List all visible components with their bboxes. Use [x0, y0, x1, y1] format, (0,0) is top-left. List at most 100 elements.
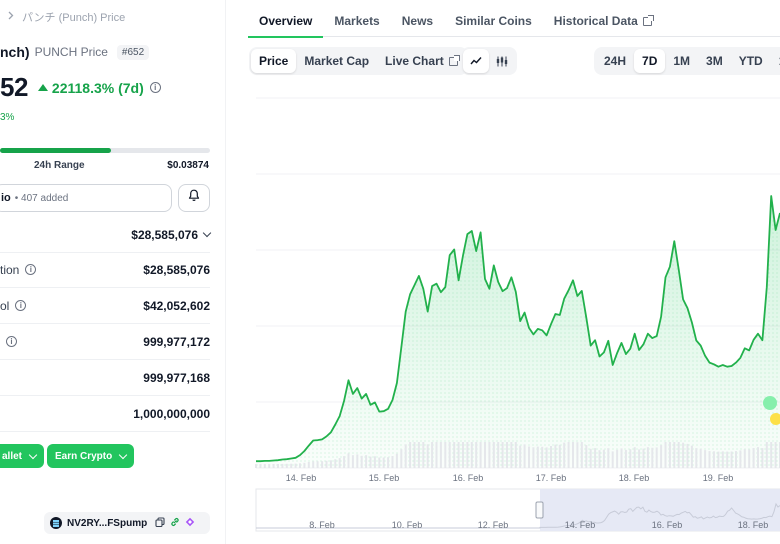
volume-bar — [263, 464, 266, 468]
candlestick-chart-button[interactable] — [489, 49, 515, 73]
volume-bar — [329, 460, 332, 468]
info-icon[interactable]: i — [15, 300, 27, 311]
tab-overview[interactable]: Overview — [248, 0, 324, 38]
contract-address-text: NV2RY...FSpump — [67, 517, 148, 529]
tab-price-chart[interactable]: Price — [251, 49, 297, 73]
24h-range-fill — [0, 148, 112, 153]
volume-bar — [373, 456, 376, 468]
volume-bar — [439, 442, 442, 468]
volume-bar — [303, 462, 306, 469]
range-7d[interactable]: 7D — [634, 49, 666, 73]
volume-bar — [752, 448, 755, 468]
coin-title: nch) PUNCH Price #652 — [0, 44, 150, 60]
tab-markets[interactable]: Markets — [334, 14, 380, 28]
volume-bar — [673, 442, 676, 468]
volume-bar — [360, 455, 363, 468]
volume-bar — [453, 442, 456, 468]
coin-nav-tabs: Overview Markets News Similar Coins Hist… — [248, 0, 780, 38]
event-marker-icon[interactable] — [763, 396, 777, 410]
volume-bar — [365, 455, 368, 468]
price-alert-button[interactable] — [178, 184, 210, 212]
24h-range-bar — [0, 148, 210, 153]
stat-value: 999,977,172 — [143, 335, 210, 349]
navigator-tick-label: 14. Feb — [565, 520, 596, 530]
volume-bar — [682, 442, 685, 468]
volume-bar — [686, 443, 689, 469]
range-ytd[interactable]: YTD — [738, 54, 763, 68]
volume-bar — [462, 442, 464, 468]
volume-bar — [334, 459, 337, 468]
volume-bar — [391, 456, 394, 468]
volume-bar — [343, 456, 346, 468]
volume-bar — [721, 451, 724, 468]
volume-bar — [642, 448, 645, 468]
tab-market-cap-chart[interactable]: Market Cap — [304, 54, 370, 68]
navigator-handle[interactable] — [535, 501, 544, 519]
volume-bar — [620, 448, 623, 468]
volume-bar — [351, 455, 354, 468]
tab-historical-data[interactable]: Historical Data — [543, 0, 663, 37]
info-icon[interactable]: i — [6, 336, 17, 347]
chevron-right-icon — [8, 11, 14, 23]
volume-bar — [770, 442, 773, 468]
volume-bar — [664, 442, 667, 468]
add-to-portfolio-button[interactable]: io • 407 added — [0, 184, 172, 212]
earn-crypto-button[interactable]: Earn Crypto — [47, 444, 135, 468]
stat-value-text: $28,585,076 — [131, 227, 198, 242]
range-3m[interactable]: 3M — [706, 54, 723, 68]
line-chart-button[interactable] — [463, 49, 489, 73]
volume-bar — [677, 442, 680, 468]
volume-bar — [395, 453, 398, 469]
navigator-tick-label: 10. Feb — [392, 520, 423, 530]
volume-bar — [554, 444, 557, 468]
price-chart[interactable]: 14. Feb 15. Feb 16. Feb 17. Feb 18. Feb 19. F… — [248, 88, 780, 544]
volume-bar — [400, 449, 403, 468]
stat-row: i 999,977,172 — [0, 324, 210, 360]
contract-address[interactable]: NV2RY...FSpump — [44, 512, 210, 534]
range-1y[interactable]: 1 — [771, 49, 780, 73]
volume-bar — [660, 445, 663, 468]
external-link-icon — [448, 54, 460, 66]
volume-bar — [378, 457, 381, 468]
volume-bar — [277, 464, 279, 468]
tab-live-chart[interactable]: Live Chart — [377, 49, 466, 73]
tab-similar-coins[interactable]: Similar Coins — [455, 14, 532, 28]
chevron-down-icon[interactable] — [202, 228, 212, 238]
volume-bar — [448, 442, 451, 468]
range-1m[interactable]: 1M — [673, 54, 691, 68]
event-marker-icon[interactable] — [770, 413, 780, 425]
volume-bar — [761, 448, 764, 468]
info-icon[interactable]: i — [25, 264, 37, 275]
stat-value-text: 999,977,172 — [143, 334, 210, 349]
range-24h[interactable]: 24H — [604, 54, 627, 68]
stat-value: 999,977,168 — [143, 371, 210, 385]
volume-bar — [484, 442, 486, 468]
stat-row[interactable]: $28,585,076 — [0, 217, 212, 253]
volume-bar — [704, 450, 707, 468]
volume-bar — [307, 462, 310, 468]
navigator-selection[interactable] — [540, 489, 780, 531]
stat-value-text: 1,000,000,000 — [133, 406, 210, 421]
rank-badge: #652 — [116, 44, 150, 60]
breadcrumb-current: パンチ (Punch) Price — [22, 12, 126, 24]
volume-bar — [730, 451, 733, 468]
volume-bar — [589, 448, 592, 468]
coin-name: nch) — [0, 44, 30, 60]
tab-news[interactable]: News — [401, 14, 434, 28]
volume-bar — [695, 448, 698, 468]
volume-bar — [268, 464, 271, 468]
volume-bar — [774, 442, 777, 468]
volume-bar — [409, 442, 412, 468]
info-icon[interactable]: i — [149, 82, 161, 93]
volume-bar — [444, 442, 447, 468]
volume-bar — [316, 461, 319, 468]
link-icon[interactable] — [170, 517, 180, 530]
volume-bar — [598, 450, 601, 468]
copy-icon[interactable] — [155, 516, 165, 530]
volume-bar — [739, 450, 742, 468]
explorer-icon[interactable] — [185, 517, 195, 530]
volume-bar — [417, 442, 420, 468]
volume-bar — [290, 463, 293, 468]
price-row: 52 22118.3% (7d) i — [0, 72, 161, 103]
add-to-wallet-button[interactable]: allet — [0, 444, 45, 468]
